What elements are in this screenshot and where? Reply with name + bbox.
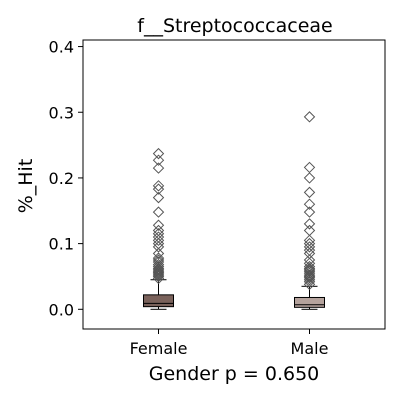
outlier-point	[303, 172, 316, 184]
outlier-point	[152, 180, 165, 192]
axes: 0.0 0.1 0.2 0.3 0.4 Female Male	[49, 38, 329, 358]
y-tick-label: 0.1	[49, 235, 74, 254]
outlier-point	[152, 237, 165, 250]
outlier-point	[303, 161, 316, 174]
plot-frame	[82, 39, 386, 330]
y-tick-label: 0.0	[49, 300, 74, 319]
outlier-point	[152, 234, 165, 247]
y-tick-label: 0.3	[49, 103, 74, 122]
outlier-point	[303, 254, 316, 266]
outlier-point	[152, 147, 165, 160]
x-tick-label: Male	[291, 339, 329, 358]
outlier-point	[152, 241, 165, 253]
outlier-point	[152, 219, 165, 231]
outlier-point	[152, 191, 165, 204]
outlier-point	[303, 262, 316, 275]
outlier-point	[152, 260, 165, 273]
y-tick-label: 0.4	[49, 38, 74, 57]
y-axis-label: %_Hit	[15, 159, 37, 214]
outlier-point	[303, 241, 316, 253]
outlier-point	[152, 206, 165, 218]
chart-title: f__Streptococcaceae	[137, 15, 333, 37]
box	[143, 294, 174, 308]
box	[294, 296, 325, 308]
outlier-point	[152, 254, 165, 266]
outlier-point	[152, 231, 165, 243]
outlier-point	[303, 198, 316, 210]
outlier-point	[303, 224, 316, 237]
outlier-point	[152, 162, 165, 174]
outlier-point	[303, 247, 316, 260]
box-group-female	[143, 147, 174, 310]
outlier-point	[303, 237, 316, 250]
outlier-point	[152, 247, 165, 260]
plot-area	[143, 111, 325, 310]
x-tick-label: Female	[130, 339, 188, 358]
outlier-point	[303, 244, 316, 256]
outlier-point	[303, 186, 316, 199]
x-axis-label: Gender p = 0.650	[149, 363, 320, 385]
outlier-point	[303, 234, 316, 247]
outlier-point	[152, 224, 165, 237]
outlier-point	[303, 218, 316, 230]
y-tick-label: 0.2	[49, 169, 74, 188]
outlier-point	[303, 206, 316, 218]
outlier-point	[303, 111, 316, 123]
outlier-point	[152, 252, 165, 264]
box-group-male	[294, 111, 325, 310]
outlier-point	[152, 154, 165, 166]
